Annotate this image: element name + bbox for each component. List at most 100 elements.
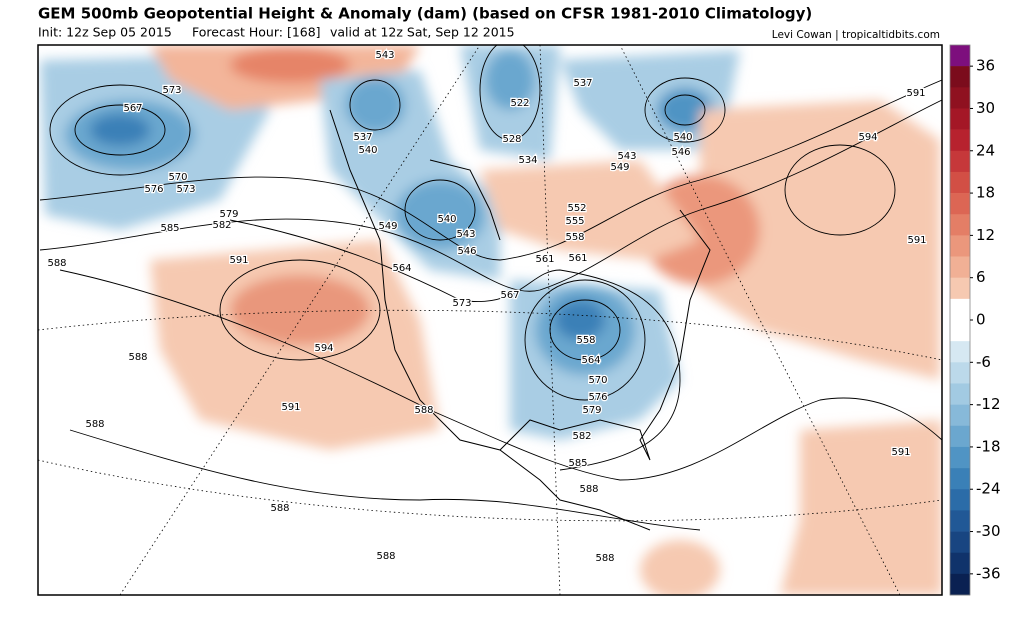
contour-label: 591 xyxy=(907,235,926,246)
contour-label: 543 xyxy=(617,151,636,162)
graticule xyxy=(38,45,942,595)
contour-label: 546 xyxy=(671,147,690,158)
contour-label: 588 xyxy=(128,352,147,363)
colorbar-swatch xyxy=(950,446,970,469)
colorbar-swatch xyxy=(950,510,970,532)
contour-label: 582 xyxy=(212,220,231,231)
contour-label: 567 xyxy=(500,290,519,301)
contour-label: 579 xyxy=(582,405,601,416)
colorbar-label: 30 xyxy=(976,99,995,117)
colorbar-swatch xyxy=(950,214,970,236)
colorbar-swatch xyxy=(950,277,970,300)
colorbar-swatch xyxy=(950,298,970,321)
contour-label: 561 xyxy=(535,254,554,265)
contour-label: 537 xyxy=(573,78,592,89)
contour-label: 540 xyxy=(358,145,377,156)
contour-label: 573 xyxy=(452,298,471,309)
colorbar-swatch xyxy=(950,341,970,363)
colorbar-label: -36 xyxy=(976,564,1001,582)
colorbar-swatch xyxy=(950,531,970,553)
contour-label: 594 xyxy=(858,132,877,143)
valid: valid at 12z Sat, Sep 12 2015 xyxy=(330,25,515,40)
map-border xyxy=(37,44,943,596)
credit: Levi Cowan | tropicaltidbits.com xyxy=(772,29,940,41)
contour-label: 591 xyxy=(281,402,300,413)
colorbar-swatch xyxy=(950,489,970,511)
colorbar-label: -18 xyxy=(976,437,1001,455)
contour-label: 588 xyxy=(595,553,614,564)
colorbar-label: 24 xyxy=(976,141,995,159)
contour-label: 549 xyxy=(610,162,629,173)
colorbar-swatch xyxy=(950,468,970,490)
contour-label: 537 xyxy=(353,132,372,143)
contour-label: 543 xyxy=(456,229,475,240)
forecast-hour: Forecast Hour: [168] xyxy=(192,25,321,40)
colorbar-swatch xyxy=(950,383,970,405)
colorbar-swatch xyxy=(950,129,970,152)
contour-label: 552 xyxy=(567,203,586,214)
colorbar-label: 36 xyxy=(976,57,995,75)
contour-label: 588 xyxy=(270,503,289,514)
contour-label: 522 xyxy=(510,98,529,109)
colorbar-swatch xyxy=(950,256,970,278)
contour-label: 588 xyxy=(47,258,66,269)
contour-label: 576 xyxy=(588,392,607,403)
contour-label: 594 xyxy=(314,343,333,354)
colorbar-label: -24 xyxy=(976,480,1001,498)
contour-label: 528 xyxy=(502,134,521,145)
colorbar-swatch xyxy=(950,87,970,109)
colorbar-swatch xyxy=(950,425,970,448)
colorbar-label: 12 xyxy=(976,226,995,244)
contour-label: 558 xyxy=(565,232,584,243)
colorbar-swatch xyxy=(950,108,970,130)
colorbar-label: -12 xyxy=(976,395,1001,413)
init: Init: 12z Sep 05 2015 xyxy=(38,25,172,40)
colorbar-label: 6 xyxy=(976,268,986,286)
colorbar-swatch xyxy=(950,235,970,257)
contour-label: 582 xyxy=(572,431,591,442)
title: GEM 500mb Geopotential Height & Anomaly … xyxy=(38,5,812,23)
contour-label: 540 xyxy=(673,132,692,143)
anomaly-shading xyxy=(40,45,942,595)
contour-label: 591 xyxy=(906,88,925,99)
contour-label: 546 xyxy=(457,246,476,257)
colorbar-label: -30 xyxy=(976,522,1001,540)
contour-label: 573 xyxy=(162,85,181,96)
contour-label: 588 xyxy=(85,419,104,430)
contour-label: 564 xyxy=(581,355,600,366)
contour-label: 591 xyxy=(229,255,248,266)
contour-label: 549 xyxy=(378,221,397,232)
colorbar-swatch xyxy=(950,171,970,194)
contour-label: 588 xyxy=(376,551,395,562)
contour-label: 588 xyxy=(579,484,598,495)
contour-label: 591 xyxy=(891,447,910,458)
contour-label: 534 xyxy=(518,155,537,166)
contour-label: 543 xyxy=(375,50,394,61)
contour-label: 564 xyxy=(392,263,411,274)
contour-label: 585 xyxy=(160,223,179,234)
contour-label: 573 xyxy=(176,184,195,195)
contour-label: 540 xyxy=(437,214,456,225)
colorbar-swatch xyxy=(950,66,970,88)
colorbar-label: 0 xyxy=(976,311,986,329)
contour-label: 555 xyxy=(565,216,584,227)
contour-label: 588 xyxy=(414,405,433,416)
coastlines xyxy=(329,109,711,531)
colorbar-swatch xyxy=(950,404,970,427)
colorbar-swatch xyxy=(950,552,970,575)
contour-label: 558 xyxy=(576,335,595,346)
colorbar-swatch xyxy=(950,362,970,384)
contour-label: 570 xyxy=(168,172,187,183)
contour-label: 567 xyxy=(123,103,142,114)
contour-label: 579 xyxy=(219,209,238,220)
height-contours xyxy=(39,45,942,531)
colorbar-label: 18 xyxy=(976,184,995,202)
colorbar-swatch xyxy=(950,193,970,215)
colorbar-swatch xyxy=(950,150,970,173)
colorbar-swatch xyxy=(950,45,970,67)
colorbar-label: -6 xyxy=(976,353,991,371)
contour-label: 585 xyxy=(568,458,587,469)
colorbar-swatch xyxy=(950,573,970,596)
map xyxy=(38,45,942,595)
colorbar-swatch xyxy=(950,320,970,342)
